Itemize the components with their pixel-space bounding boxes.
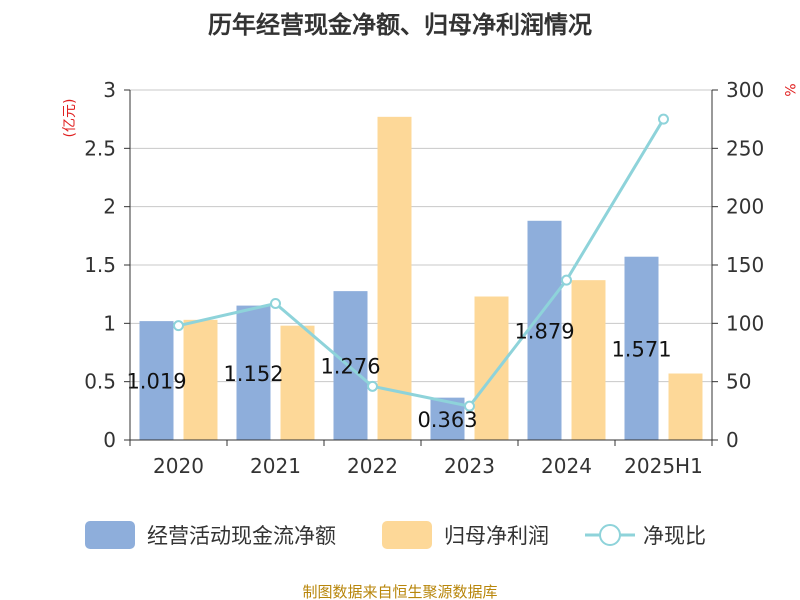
x-axis-tick-label: 2025H1 xyxy=(624,454,703,478)
legend-label: 归母净利润 xyxy=(444,524,549,548)
x-axis-tick-label: 2020 xyxy=(153,454,204,478)
left-axis-tick-label: 0 xyxy=(103,428,116,452)
left-axis-tick-label: 1 xyxy=(103,311,116,335)
right-axis-tick-label: 250 xyxy=(726,136,764,160)
right-axis-tick-label: 300 xyxy=(726,78,764,102)
bar-cashflow-2020 xyxy=(139,321,174,440)
legend-swatch xyxy=(85,521,135,549)
bar-net-profit-2023 xyxy=(474,296,509,440)
x-axis-tick-label: 2021 xyxy=(250,454,301,478)
right-axis-tick-label: 50 xyxy=(726,370,751,394)
bar-net-profit-2021 xyxy=(280,325,315,440)
ratio-point xyxy=(658,113,669,125)
bars xyxy=(139,116,703,440)
gridlines xyxy=(130,89,712,383)
right-axis-tick-label: 150 xyxy=(726,253,764,277)
bar-cashflow-2021 xyxy=(236,305,271,440)
bar-net-profit-2022 xyxy=(377,116,412,440)
bar-net-profit-2024 xyxy=(571,280,606,440)
left-axis-tick-label: 2 xyxy=(103,195,116,219)
ratio-line xyxy=(173,113,669,412)
ratio-point xyxy=(173,320,184,332)
bar-cashflow-2025H1 xyxy=(624,256,659,440)
x-axis-tick-label: 2022 xyxy=(347,454,398,478)
legend-swatch xyxy=(382,521,432,549)
legend: 经营活动现金流净额 归母净利润 净现比 xyxy=(85,521,706,549)
axes: 0 0 0.5 50 1 100 1.5 150 2 200 2.5 250 3 300 2020 2021 2… xyxy=(84,78,764,478)
right-axis-unit: % xyxy=(781,83,797,96)
data-label: 1.019 xyxy=(126,370,186,394)
data-label: 1.879 xyxy=(514,319,574,343)
bar-net-profit-2025H1 xyxy=(668,373,703,440)
legend-label: 经营活动现金流净额 xyxy=(147,524,336,548)
bar-net-profit-2020 xyxy=(183,319,218,440)
right-axis-tick-label: 200 xyxy=(726,195,764,219)
data-label: 1.152 xyxy=(223,362,283,386)
right-axis-tick-label: 0 xyxy=(726,428,739,452)
left-axis-tick-label: 0.5 xyxy=(84,370,116,394)
data-labels: 1.019 1.152 1.276 0.363 1.879 1.571 xyxy=(126,319,671,431)
data-label: 1.571 xyxy=(611,337,671,361)
left-axis-unit: (亿元) xyxy=(62,99,78,138)
x-axis-tick-label: 2023 xyxy=(444,454,495,478)
legend-marker xyxy=(599,524,621,546)
left-axis-tick-label: 2.5 xyxy=(84,136,116,160)
data-label: 0.363 xyxy=(417,408,477,432)
ratio-point xyxy=(367,380,378,392)
data-label: 1.276 xyxy=(320,355,380,379)
source-note: 制图数据来自恒生聚源数据库 xyxy=(302,583,497,600)
right-axis-tick-label: 100 xyxy=(726,311,764,335)
ratio-line-path xyxy=(178,118,665,408)
x-axis-tick-label: 2024 xyxy=(541,454,592,478)
legend-label: 净现比 xyxy=(643,524,706,548)
bar-cashflow-2022 xyxy=(333,291,368,440)
ratio-point xyxy=(270,298,281,309)
left-axis-tick-label: 3 xyxy=(103,78,116,102)
chart-title: 历年经营现金净额、归母净利润情况 xyxy=(208,11,592,39)
ratio-point xyxy=(561,274,572,286)
ratio-point xyxy=(464,400,475,412)
left-axis-tick-label: 1.5 xyxy=(84,253,116,277)
bar-cashflow-2024 xyxy=(527,220,562,440)
